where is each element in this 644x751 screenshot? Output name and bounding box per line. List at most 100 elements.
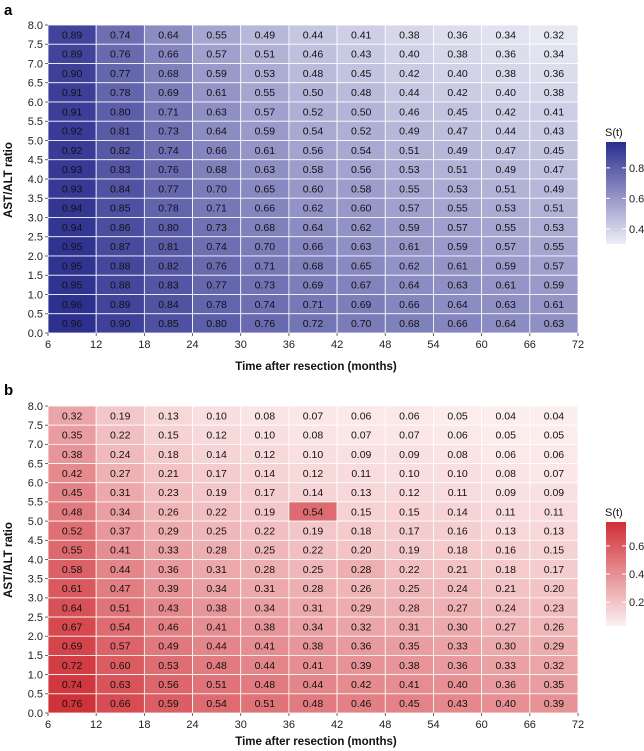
y-tick-label: 2.5 [28,612,43,624]
cell-value-label: 0.26 [158,506,179,518]
panel-a-x-axis-title: Time after resection (months) [235,361,397,373]
cell-value-label: 0.28 [255,564,276,576]
cell-value-label: 0.05 [544,430,565,442]
cell-value-label: 0.17 [544,564,565,576]
cell-value-label: 0.64 [158,29,179,41]
panel-a-legend: S(t) 0.4 0.6 0.8 [605,127,644,244]
cell-value-label: 0.51 [206,679,227,691]
cell-value-label: 0.50 [351,106,372,118]
cell-value-label: 0.66 [206,145,227,157]
cell-value-label: 0.73 [158,126,179,138]
cell-value-label: 0.47 [496,145,517,157]
cell-value-label: 0.38 [303,641,324,653]
cell-value-label: 0.57 [496,241,517,253]
cell-value-label: 0.71 [158,106,179,118]
cell-value-label: 0.76 [110,49,131,61]
cell-value-label: 0.05 [447,410,468,422]
cell-value-label: 0.44 [303,29,324,41]
cell-value-label: 0.55 [62,545,83,557]
cell-value-label: 0.15 [399,506,420,518]
cell-value-label: 0.69 [158,87,179,99]
cell-value-label: 0.51 [544,203,565,215]
cell-value-label: 0.31 [303,602,324,614]
y-tick-label: 1.5 [28,650,43,662]
cell-value-label: 0.38 [255,621,276,633]
y-tick-label: 6.0 [28,97,43,109]
cell-value-label: 0.55 [255,87,276,99]
cell-value-label: 0.46 [158,621,179,633]
cell-value-label: 0.51 [399,145,420,157]
cell-value-label: 0.06 [399,410,420,422]
panel-b-y-axis-title: AST/ALT ratio [3,522,15,598]
cell-value-label: 0.31 [110,487,131,499]
heatmap-cell [529,693,579,714]
cell-value-label: 0.41 [303,660,324,672]
cell-value-label: 0.25 [399,583,420,595]
cell-value-label: 0.38 [544,87,565,99]
cell-value-label: 0.64 [303,222,324,234]
cell-value-label: 0.34 [303,621,324,633]
cell-value-label: 0.29 [544,641,565,653]
y-tick-label: 2.0 [28,251,43,263]
panel-a-cells: 0.89 0.74 0.64 0.55 0.49 0.44 0.41 0.38 0.36 0.34… [47,24,579,334]
cell-value-label: 0.29 [158,526,179,538]
cell-value-label: 0.41 [399,679,420,691]
cell-value-label: 0.08 [496,468,517,480]
cell-value-label: 0.57 [544,260,565,272]
cell-value-label: 0.20 [544,583,565,595]
legend-tick-label: 0.4 [629,224,644,236]
cell-value-label: 0.14 [206,449,227,461]
cell-value-label: 0.25 [255,545,276,557]
cell-value-label: 0.62 [399,260,420,272]
cell-value-label: 0.31 [255,583,276,595]
cell-value-label: 0.52 [62,526,83,538]
y-tick-label: 0.0 [28,328,43,340]
cell-value-label: 0.55 [544,241,565,253]
y-tick-label: 6.5 [28,458,43,470]
cell-value-label: 0.24 [447,583,468,595]
y-tick-label: 5.0 [28,135,43,147]
cell-value-label: 0.35 [62,430,83,442]
y-tick-label: 8.0 [28,20,43,32]
legend-tick-label: 0.4 [629,569,644,581]
cell-value-label: 0.66 [303,241,324,253]
cell-value-label: 0.09 [496,487,517,499]
panel-b-label: b [4,382,13,399]
cell-value-label: 0.40 [399,49,420,61]
cell-value-label: 0.07 [399,430,420,442]
panel-a-y-axis-title: AST/ALT ratio [3,142,15,218]
cell-value-label: 0.15 [351,506,372,518]
cell-value-label: 0.11 [448,487,468,499]
cell-value-label: 0.66 [110,698,131,710]
cell-value-label: 0.96 [62,318,83,330]
cell-value-label: 0.49 [544,183,565,195]
cell-value-label: 0.58 [62,564,83,576]
cell-value-label: 0.43 [447,698,468,710]
cell-value-label: 0.53 [255,68,276,80]
cell-value-label: 0.56 [351,164,372,176]
cell-value-label: 0.93 [62,183,83,195]
cell-value-label: 0.78 [206,299,227,311]
cell-value-label: 0.52 [351,126,372,138]
cell-value-label: 0.66 [255,203,276,215]
cell-value-label: 0.47 [544,164,565,176]
cell-value-label: 0.34 [496,29,517,41]
cell-value-label: 0.48 [206,660,227,672]
cell-value-label: 0.64 [62,602,83,614]
cell-value-label: 0.89 [62,49,83,61]
cell-value-label: 0.04 [544,410,565,422]
cell-value-label: 0.34 [255,602,276,614]
cell-value-label: 0.63 [110,679,131,691]
cell-value-label: 0.36 [158,564,179,576]
cell-value-label: 0.78 [110,87,131,99]
cell-value-label: 0.59 [544,280,565,292]
cell-value-label: 0.42 [399,68,420,80]
cell-value-label: 0.81 [158,241,179,253]
cell-value-label: 0.32 [62,410,83,422]
cell-value-label: 0.49 [447,145,468,157]
cell-value-label: 0.14 [255,468,276,480]
cell-value-label: 0.12 [399,487,420,499]
cell-value-label: 0.49 [158,641,179,653]
cell-value-label: 0.16 [447,526,468,538]
cell-value-label: 0.90 [110,318,131,330]
